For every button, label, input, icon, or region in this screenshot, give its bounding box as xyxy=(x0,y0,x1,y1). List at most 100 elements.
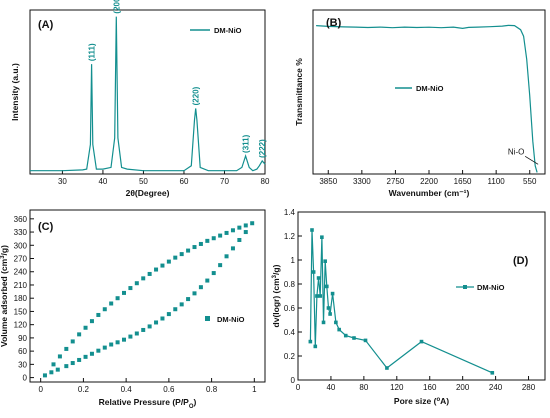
x-axis-label-sub: O xyxy=(189,404,194,410)
legend-label: DM-NiO xyxy=(416,84,444,93)
x-tick-label: 240 xyxy=(489,383,503,392)
data-point xyxy=(230,228,235,233)
legend-label: DM-NiO xyxy=(217,315,245,324)
data-point xyxy=(316,276,321,280)
data-point xyxy=(134,281,139,286)
x-axis-label-end: A) xyxy=(440,396,449,406)
data-point xyxy=(323,259,327,263)
data-point xyxy=(343,333,348,338)
data-point xyxy=(325,284,329,289)
legend-label: DM-NiO xyxy=(214,26,242,35)
data-point xyxy=(160,263,165,268)
data-point xyxy=(89,351,94,356)
data-point xyxy=(154,320,159,325)
data-point xyxy=(134,331,139,336)
data-point xyxy=(211,236,216,241)
data-point xyxy=(70,361,75,366)
data-point xyxy=(89,319,94,324)
data-point xyxy=(310,228,314,232)
x-tick-label: 1 xyxy=(252,385,257,394)
x-axis-label: 2θ(Degree) xyxy=(126,188,170,198)
data-point xyxy=(205,238,210,243)
x-tick-label: 2200 xyxy=(420,177,438,186)
y-tick-label: 90 xyxy=(18,334,27,343)
data-point xyxy=(308,339,313,344)
data-point xyxy=(186,297,191,302)
x-tick-label: 0 xyxy=(38,385,43,394)
y-tick-label: 270 xyxy=(14,255,28,264)
x-tick-label: 0.2 xyxy=(78,385,90,394)
y-tick-label: 210 xyxy=(14,281,28,290)
data-point xyxy=(173,255,178,260)
x-axis-label-sup: o xyxy=(436,397,440,403)
series-line-dm-nio xyxy=(316,24,538,173)
x-tick-label: 80 xyxy=(261,177,270,186)
data-point xyxy=(96,348,101,353)
x-tick-label: 50 xyxy=(139,177,148,186)
data-point xyxy=(320,235,324,239)
data-point xyxy=(83,354,88,359)
data-point xyxy=(313,344,318,349)
data-point xyxy=(55,367,60,372)
data-point xyxy=(102,307,107,312)
data-point xyxy=(77,332,82,337)
panel-label: (C) xyxy=(38,221,54,233)
data-point xyxy=(57,354,62,359)
x-tick-label: 70 xyxy=(220,177,229,186)
data-point xyxy=(128,286,133,291)
x-axis-label-main: Relative Pressure (P/P xyxy=(99,397,190,407)
y-axis-label-sup: 3 xyxy=(272,274,278,278)
legend-label: DM-NiO xyxy=(477,283,505,292)
x-tick-label: 40 xyxy=(326,383,335,392)
y-tick-label: 360 xyxy=(14,215,28,224)
data-point xyxy=(49,370,54,375)
x-tick-label: 280 xyxy=(522,383,536,392)
data-point xyxy=(198,241,203,246)
data-point xyxy=(337,327,341,332)
legend-swatch xyxy=(205,316,210,321)
data-point xyxy=(51,362,56,367)
data-point xyxy=(147,271,152,276)
y-tick-label: 1.4 xyxy=(284,208,296,217)
data-point xyxy=(419,339,424,344)
y-axis-label-main: dv(logr) (cm xyxy=(271,278,281,328)
y-axis-label-end: /g) xyxy=(0,245,9,256)
data-point xyxy=(179,302,184,307)
plot-frame xyxy=(29,209,266,383)
data-point xyxy=(83,325,88,330)
x-tick-label: 0 xyxy=(296,383,301,392)
plot-frame xyxy=(29,9,266,175)
y-tick-label: 180 xyxy=(14,294,28,303)
data-point xyxy=(318,294,323,298)
y-tick-label: 300 xyxy=(14,241,28,250)
data-point xyxy=(64,364,69,369)
data-point xyxy=(141,327,146,332)
data-point xyxy=(211,271,216,276)
data-point xyxy=(224,254,229,259)
data-point xyxy=(230,246,235,251)
data-point xyxy=(186,248,191,253)
data-point xyxy=(64,346,69,351)
data-point xyxy=(352,336,356,340)
data-point xyxy=(160,316,165,321)
data-point xyxy=(363,338,368,343)
y-tick-label: 330 xyxy=(14,228,28,237)
data-point xyxy=(115,340,120,345)
data-point xyxy=(128,334,133,339)
panel-label: (A) xyxy=(38,19,54,31)
x-tick-label: 0.4 xyxy=(121,385,133,394)
series-line-dm-nio xyxy=(309,229,493,374)
data-point xyxy=(179,252,184,257)
x-tick-label: 2750 xyxy=(387,177,405,186)
y-tick-label: 0.4 xyxy=(284,328,296,337)
peak-label: (111) xyxy=(88,43,97,61)
x-tick-label: 200 xyxy=(456,383,470,392)
x-tick-label: 80 xyxy=(359,383,368,392)
x-tick-label: 3300 xyxy=(353,177,371,186)
x-tick-label: 550 xyxy=(523,177,537,186)
data-point xyxy=(250,221,255,226)
series-line-dm-nio xyxy=(30,16,266,172)
data-point xyxy=(328,312,332,316)
x-tick-label: 1650 xyxy=(454,177,472,186)
x-axis-label: Pore size (oA) xyxy=(394,396,449,406)
